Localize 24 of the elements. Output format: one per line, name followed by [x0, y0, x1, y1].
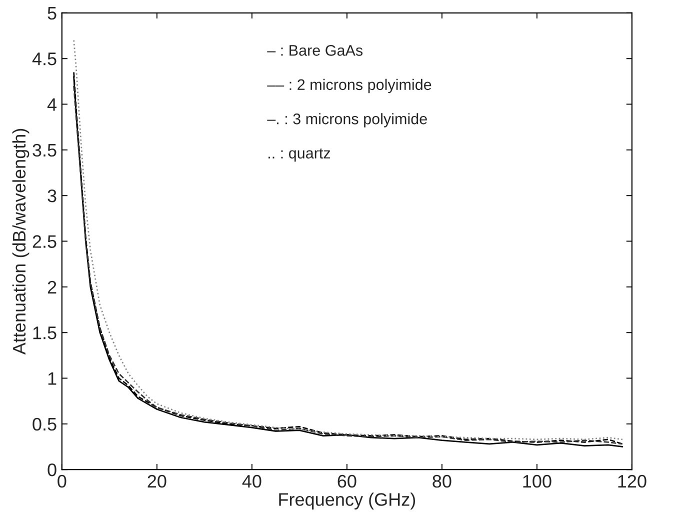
annotation: .. : quartz	[268, 148, 330, 162]
y-tick-label: 2	[48, 280, 56, 294]
y-tick-label: 1.5	[33, 326, 56, 340]
y-tick-label: 1	[48, 372, 56, 385]
annotation: –– : 2 microns polyimide	[267, 78, 432, 94]
y-tick-label: 4	[47, 98, 57, 111]
y-tick-label: 0.5	[32, 418, 56, 431]
y-tick-label: 5	[48, 7, 56, 20]
x-tick-label: 20	[148, 474, 166, 488]
y-axis-title: Attenuation (dB/wavelength)	[12, 128, 30, 355]
x-tick-label: 120	[618, 474, 646, 488]
x-tick-label: 60	[338, 474, 356, 488]
x-tick-label: 100	[523, 474, 552, 488]
annotation: – : Bare GaAs	[267, 45, 363, 56]
x-tick-label: 0	[58, 474, 66, 488]
x-tick-label: 40	[242, 474, 262, 488]
y-tick-label: 2.5	[32, 235, 56, 248]
y-tick-label: 3	[48, 190, 56, 202]
y-tick-label: 4.5	[32, 52, 56, 66]
y-tick-label: 3.5	[32, 144, 56, 157]
x-tick-label: 80	[432, 474, 452, 488]
x-axis-title: Frequency (GHz)	[279, 492, 416, 510]
y-tick-label: 0	[48, 463, 56, 476]
annotation: –. : 3 microns polyimide	[267, 113, 427, 128]
